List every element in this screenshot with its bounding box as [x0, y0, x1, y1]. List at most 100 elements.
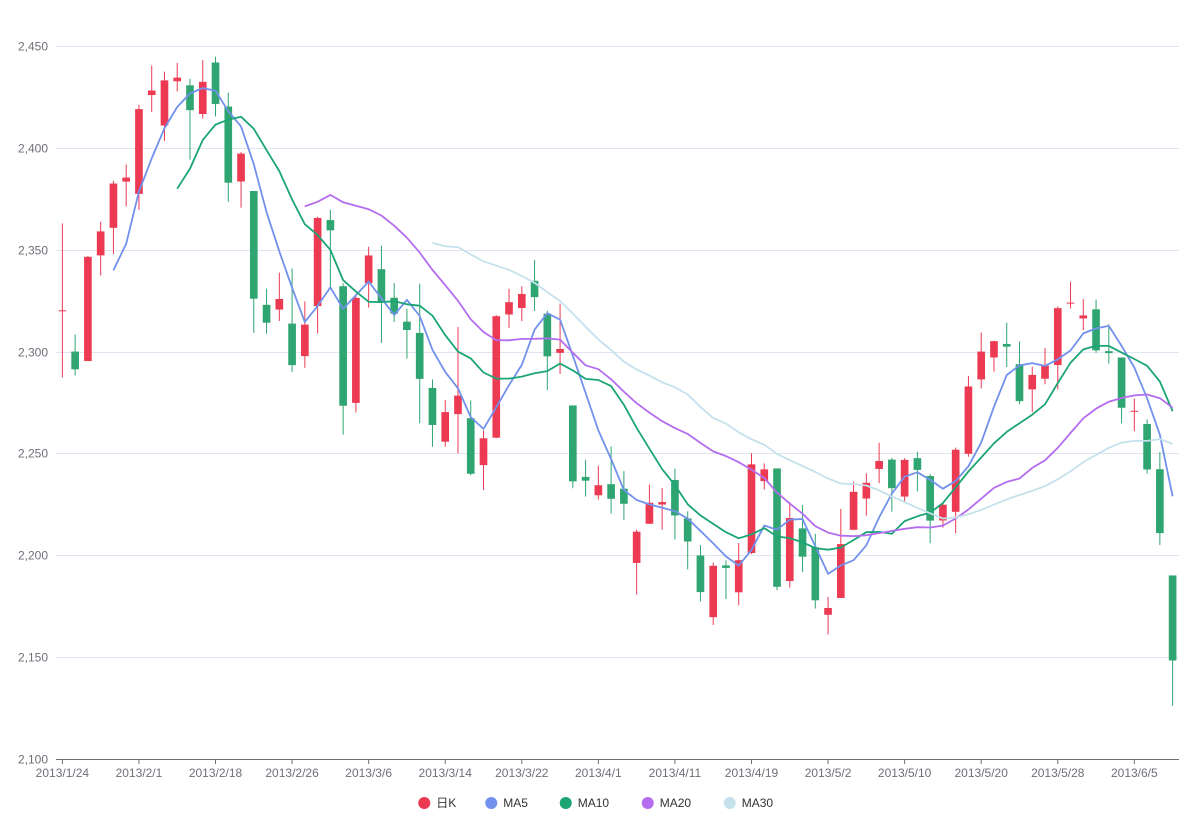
candlestick[interactable]	[1015, 341, 1024, 405]
candlestick[interactable]	[1168, 575, 1177, 706]
candlestick[interactable]	[288, 268, 296, 373]
candle-body	[454, 395, 462, 415]
candlestick[interactable]	[1002, 322, 1011, 367]
candlestick[interactable]	[658, 487, 666, 530]
candle-body	[862, 482, 871, 499]
candlestick[interactable]	[1117, 357, 1126, 424]
candle-body	[709, 565, 718, 618]
ma-line-ma30	[432, 242, 1173, 520]
candlestick[interactable]	[734, 543, 743, 606]
x-tick-label: 2013/4/1	[575, 766, 622, 780]
candlestick[interactable]	[237, 152, 245, 208]
candlestick[interactable]	[632, 529, 641, 595]
candlestick[interactable]	[492, 315, 501, 439]
candlestick[interactable]	[862, 473, 871, 516]
candlestick[interactable]	[1028, 366, 1037, 413]
candle-body	[760, 469, 769, 482]
candle-body	[1002, 343, 1011, 347]
candle-body	[441, 412, 450, 442]
candlestick[interactable]	[696, 545, 705, 602]
candlestick[interactable]	[1143, 419, 1151, 474]
candlestick[interactable]	[671, 468, 679, 540]
candle-body	[785, 517, 794, 582]
candle-body	[1015, 364, 1024, 402]
candlestick[interactable]	[415, 283, 424, 424]
candlestick[interactable]	[377, 245, 386, 343]
candlestick[interactable]	[900, 458, 909, 503]
candlestick[interactable]	[836, 508, 845, 598]
candlestick[interactable]	[1104, 324, 1113, 364]
candlestick[interactable]	[785, 502, 794, 588]
candlestick[interactable]	[352, 294, 360, 413]
legend-label: MA10	[578, 796, 610, 810]
x-tick-label: 2013/6/5	[1111, 766, 1158, 780]
candlestick[interactable]	[1156, 452, 1164, 545]
candlestick[interactable]	[364, 246, 373, 308]
candlestick[interactable]	[543, 310, 552, 391]
candlestick[interactable]	[96, 221, 105, 276]
candlestick[interactable]	[977, 332, 986, 389]
x-tick-label: 2013/4/11	[649, 766, 702, 780]
candlestick[interactable]	[262, 288, 271, 334]
candlestick[interactable]	[428, 379, 437, 447]
candlestick[interactable]	[849, 481, 858, 530]
candlestick[interactable]	[198, 60, 207, 119]
candlestick[interactable]	[709, 562, 718, 625]
candle-body	[939, 504, 947, 521]
candlestick[interactable]	[122, 164, 131, 207]
candlestick[interactable]	[71, 334, 79, 376]
candlestick[interactable]	[888, 457, 896, 512]
candlestick[interactable]	[109, 180, 118, 255]
legend-item[interactable]: MA20	[641, 796, 692, 810]
y-tick-label: 2,350	[18, 244, 48, 258]
candle-body	[415, 332, 424, 379]
candlestick[interactable]	[824, 596, 832, 635]
candlestick[interactable]	[530, 260, 539, 312]
legend-item[interactable]: MA5	[485, 796, 528, 810]
candlestick[interactable]	[147, 65, 156, 113]
candlestick[interactable]	[466, 400, 475, 476]
candle-body	[1092, 309, 1100, 351]
candlestick[interactable]	[722, 560, 730, 600]
candlestick[interactable]	[186, 78, 194, 160]
candlestick[interactable]	[84, 255, 92, 362]
candlestick[interactable]	[275, 272, 284, 321]
candlestick[interactable]	[224, 92, 233, 202]
legend-item[interactable]: MA30	[723, 796, 774, 810]
x-tick-label: 2013/2/18	[189, 766, 243, 780]
candlestick[interactable]	[505, 288, 513, 328]
candle-body	[186, 85, 194, 111]
candlestick[interactable]	[964, 375, 973, 457]
candle-body	[301, 324, 309, 357]
candlestick[interactable]	[160, 71, 169, 142]
candle-body	[211, 62, 220, 104]
candlestick[interactable]	[926, 473, 934, 544]
candlestick[interactable]	[569, 405, 577, 489]
candlestick[interactable]	[1079, 299, 1088, 331]
candlestick[interactable]	[1053, 306, 1062, 390]
candlestick[interactable]	[1130, 398, 1139, 432]
candlestick[interactable]	[211, 56, 220, 117]
candlestick[interactable]	[620, 471, 628, 521]
candlestick[interactable]	[683, 511, 692, 570]
candlestick[interactable]	[403, 308, 411, 359]
legend-item[interactable]: MA10	[559, 796, 610, 810]
candlestick[interactable]	[581, 459, 590, 497]
candlestick[interactable]	[173, 62, 182, 92]
candlestick[interactable]	[939, 503, 947, 528]
candlestick[interactable]	[1066, 281, 1075, 309]
candlestick[interactable]	[760, 463, 769, 490]
candlestick[interactable]	[990, 340, 998, 372]
candlestick[interactable]	[1092, 299, 1100, 353]
candlestick[interactable]	[441, 400, 450, 447]
candlestick[interactable]	[479, 430, 488, 491]
candlestick[interactable]	[875, 442, 883, 484]
candlestick[interactable]	[517, 286, 526, 322]
legend-item[interactable]: 日K	[418, 796, 456, 810]
candlestick[interactable]	[301, 301, 309, 368]
candlestick[interactable]	[607, 446, 615, 514]
candlestick[interactable]	[594, 465, 603, 500]
candlestick[interactable]	[249, 191, 258, 333]
candlestick[interactable]	[58, 223, 67, 378]
